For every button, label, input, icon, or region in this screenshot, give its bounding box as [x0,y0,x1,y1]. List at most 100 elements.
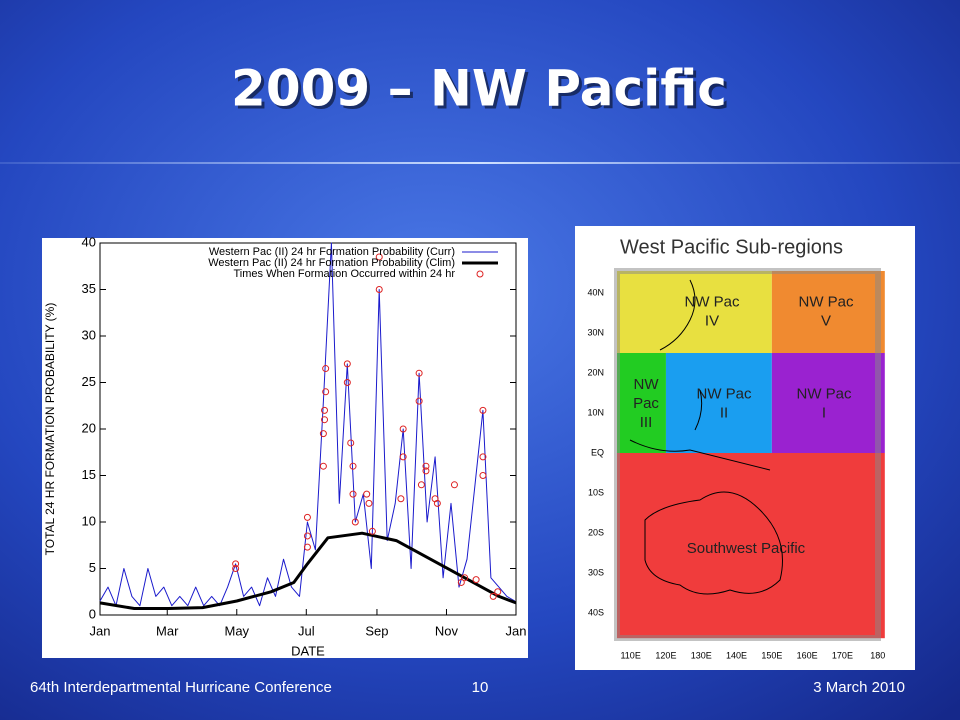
region-label: Pac [633,395,659,412]
region-label: NW Pac [696,385,752,402]
lon-label: 180 [870,650,885,660]
formation-marker [399,453,407,461]
formation-marker [322,388,330,396]
formation-marker [365,499,373,507]
chart: 0 5 10 15 20 25 30 35 40 Jan Mar May Jul Sep Nov Jan DAT… [42,234,528,658]
formation-marker [368,527,376,535]
formation-marker [349,490,357,498]
y-axis-label: TOTAL 24 HR FORMATION PROBABILITY (%) [43,303,57,556]
formation-marker [349,462,357,470]
x-tick-label: Jan [90,623,111,638]
x-tick-label: Sep [365,623,388,638]
x-tick-label: May [224,623,249,638]
y-tick-label: 20 [82,420,96,435]
x-tick-label: Nov [435,623,459,638]
map-region [771,271,885,353]
lat-label: EQ [591,447,604,457]
region-label: NW Pac [796,385,852,402]
legend-label: Western Pac (II) 24 hr Formation Probabi… [209,246,455,258]
lat-label: 40S [588,607,604,617]
lat-label: 40N [587,287,604,297]
map-region [617,353,666,453]
y-tick-label: 5 [89,560,96,575]
formation-marker [363,490,371,498]
y-tick-label: 0 [89,606,96,621]
lat-label: 20N [587,367,604,377]
x-tick-label: Jul [298,623,315,638]
lon-label: 150E [761,650,782,660]
region-label: I [822,404,826,421]
formation-marker [415,397,423,405]
region-label: II [720,404,728,421]
x-axis-label: DATE [291,643,325,658]
y-tick-label: 15 [82,467,96,482]
formation-marker [479,453,487,461]
lat-label: 10S [588,487,604,497]
formation-marker [232,560,240,568]
formation-marker [319,430,327,438]
lon-label: 170E [832,650,853,660]
formation-marker [375,286,383,293]
formation-marker [319,462,327,470]
formation-marker [479,406,487,414]
lat-label: 30S [588,567,604,577]
page-number: 10 [472,679,489,696]
legend-marker [476,270,484,278]
formation-marker [397,495,405,503]
map-title: West Pacific Sub-regions [620,236,843,258]
slide-title: 2009 – NW Pacific [231,60,727,118]
formation-marker [343,360,351,368]
formation-marker [303,532,311,540]
formation-marker [303,543,311,551]
formation-marker [479,472,487,479]
y-tick-label: 10 [82,513,96,528]
map-region [771,353,885,453]
region-label: NW Pac [798,293,854,310]
lat-label: 10N [587,407,604,417]
clim-line [99,531,517,610]
formation-marker [232,565,240,572]
region-label: V [821,312,831,329]
lon-label: 130E [691,650,712,660]
map: West Pacific Sub-regions NW Pac IV NW Pac V… [575,226,915,670]
formation-marker [375,253,383,261]
formation-marker [303,513,311,521]
y-tick-label: 25 [82,374,96,389]
lon-label: 110E [620,650,640,660]
legend-label: Western Pac (II) 24 hr Formation Probabi… [208,257,455,269]
y-tick-label: 35 [82,281,96,296]
lon-label: 120E [655,650,676,660]
footer-date: 3 March 2010 [813,679,905,696]
formation-marker [417,481,425,489]
region-label: Southwest Pacific [687,540,806,557]
formation-marker [321,406,329,414]
formation-marker [450,481,458,489]
title-rule [0,162,960,164]
coastline [629,279,771,471]
formation-marker [433,499,441,507]
lat-label: 30N [587,327,604,337]
footer-left: 64th Interdepartmental Hurricane Confere… [30,679,332,696]
coastline [644,491,783,595]
formation-marker [351,518,359,526]
region-label: IV [705,312,719,329]
region-label: III [640,414,653,431]
formation-marker [461,574,469,582]
formation-marker [415,369,423,377]
map-frame [614,268,881,641]
formation-marker [422,467,430,475]
map-region [617,453,885,639]
title-shadow: 2009 – NW Pacific [234,63,730,121]
chart-background [42,238,528,658]
x-tick-label: Jan [506,623,527,638]
map-region [665,353,772,453]
formation-marker [347,439,355,447]
x-tick-label: Mar [156,623,179,638]
formation-marker [489,592,497,600]
data-line [99,242,516,607]
formation-marker [321,416,329,424]
y-tick-label: 30 [82,327,96,342]
lon-label: 160E [797,650,818,660]
legend-label: Times When Formation Occurred within 24 … [234,268,456,280]
